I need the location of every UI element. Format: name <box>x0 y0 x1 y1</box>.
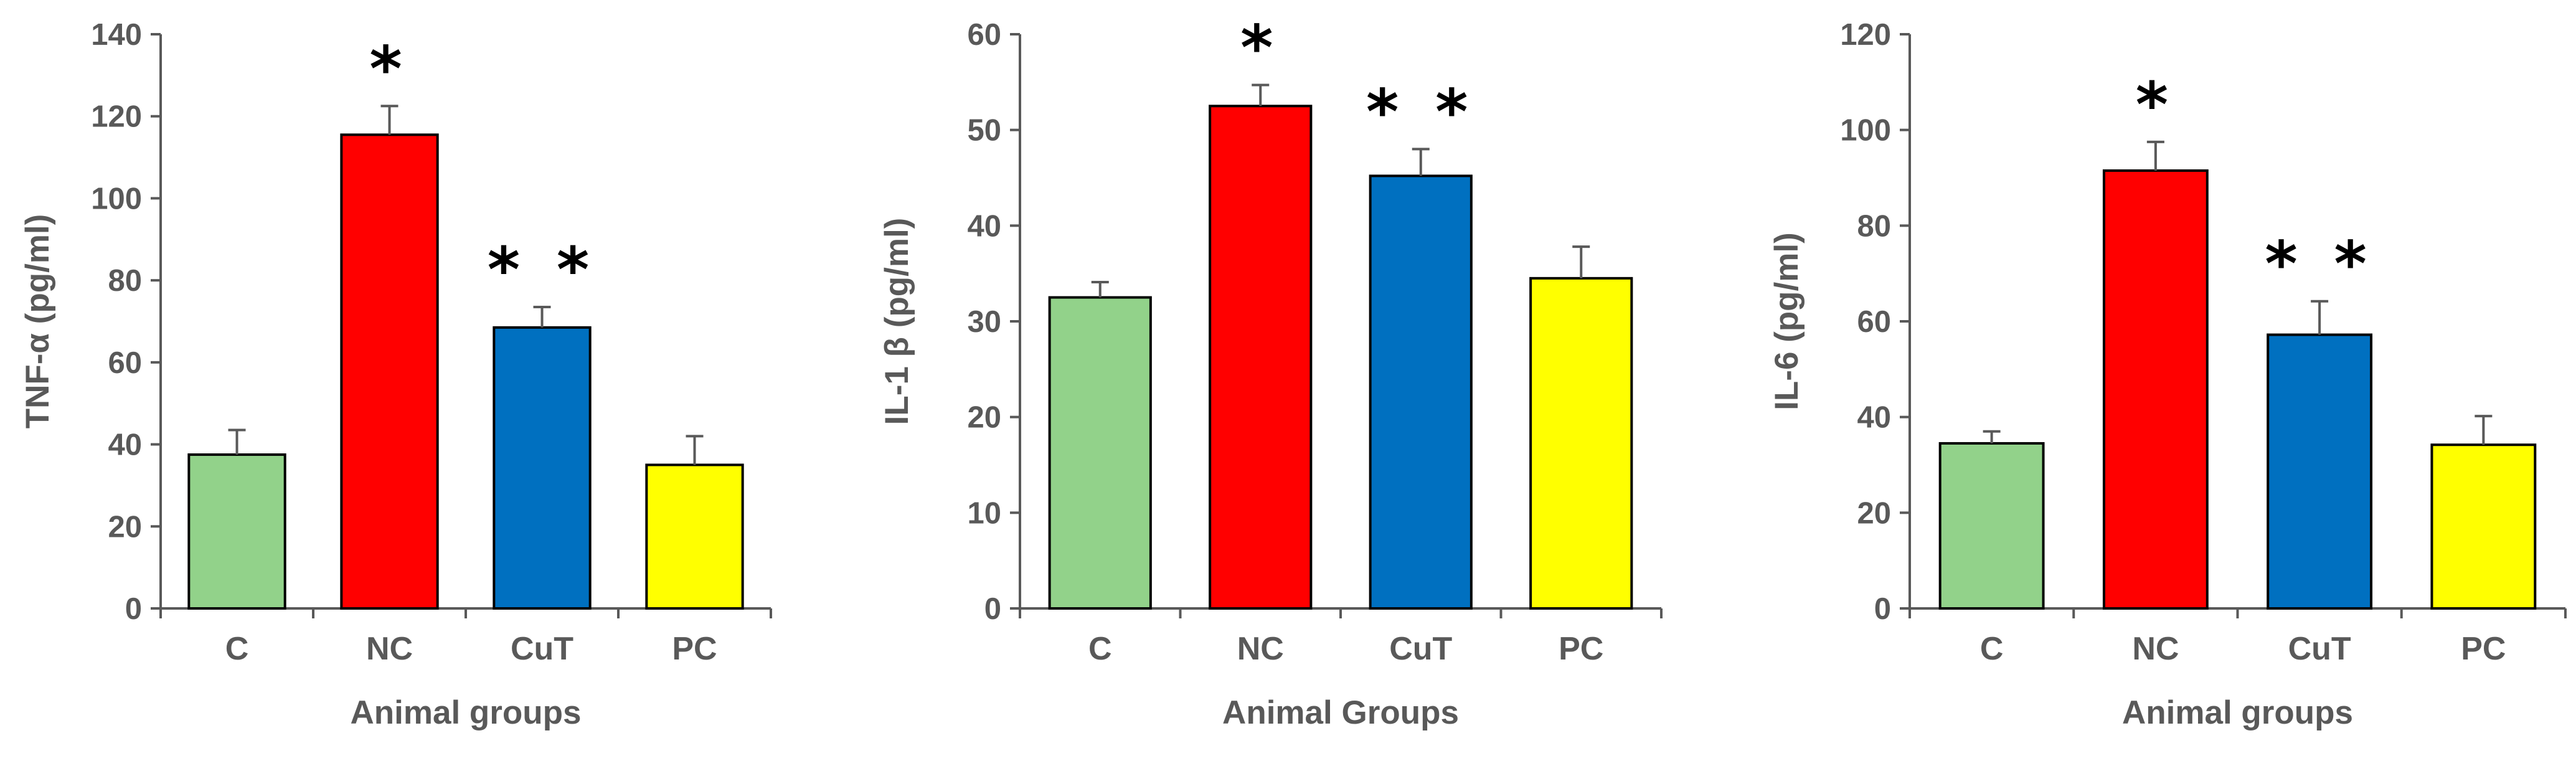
significance-marker: * <box>1240 11 1280 84</box>
bar-cut <box>493 326 592 610</box>
bar-nc <box>2102 169 2209 610</box>
bar-c <box>1938 442 2045 610</box>
y-tick-label: 60 <box>967 18 1001 52</box>
significance-marker: * * <box>2265 228 2374 301</box>
bar-c <box>187 453 286 610</box>
x-tick-label: C <box>1980 631 2004 667</box>
x-axis-title: Animal groups <box>2122 694 2353 731</box>
x-tick-label: PC <box>1559 631 1603 667</box>
chart-panel-3: 0 20 40 60 80 100 120 C * NC * * CuT PC Animal groups… <box>1768 18 2567 731</box>
bar-nc <box>1209 105 1313 610</box>
y-axis-title: TNF-α (pg/ml) <box>19 214 56 429</box>
y-tick-label: 80 <box>1857 209 1891 243</box>
y-tick-label: 80 <box>108 264 142 298</box>
y-axis-title: IL-6 (pg/ml) <box>1768 232 1805 410</box>
x-tick-label: CuT <box>1389 631 1452 667</box>
x-tick-label: C <box>1088 631 1112 667</box>
x-tick-label: NC <box>1237 631 1284 667</box>
y-tick-label: 60 <box>1857 305 1891 339</box>
y-tick-label: 0 <box>1874 592 1891 626</box>
x-tick-label: NC <box>2132 631 2179 667</box>
x-tick-label: CuT <box>2288 631 2351 667</box>
y-tick-label: 40 <box>1857 401 1891 435</box>
x-axis-title: Animal Groups <box>1222 694 1459 731</box>
y-tick-label: 50 <box>967 114 1001 148</box>
bar-nc <box>340 133 439 610</box>
chart-panel-1: 0 20 40 60 80 100 120 140 C * NC * * CuT PC Animal gro… <box>19 18 772 731</box>
x-tick-label: C <box>225 631 249 667</box>
bar-c <box>1048 296 1152 610</box>
y-tick-label: 60 <box>108 346 142 380</box>
x-axis-title: Animal groups <box>350 694 581 731</box>
y-tick-label: 20 <box>967 401 1001 435</box>
y-tick-label: 20 <box>108 510 142 544</box>
y-tick-label: 10 <box>967 496 1001 530</box>
significance-marker: * <box>2136 69 2176 141</box>
x-tick-label: CuT <box>511 631 573 667</box>
y-tick-label: 20 <box>1857 496 1891 530</box>
x-tick-label: NC <box>366 631 413 667</box>
y-tick-label: 120 <box>91 100 142 134</box>
x-tick-label: PC <box>2461 631 2506 667</box>
chart-panel-2: 0 10 20 30 40 50 60 C * NC * * CuT PC Animal Groups IL… <box>879 11 1663 731</box>
y-axis-title: IL-1 β (pg/ml) <box>879 218 915 425</box>
y-tick-label: 0 <box>984 592 1001 626</box>
bar-cut <box>1369 174 1473 610</box>
y-tick-label: 0 <box>125 592 142 626</box>
bar-pc <box>645 463 744 610</box>
significance-marker: * <box>369 32 409 105</box>
significance-marker: * * <box>1366 75 1475 148</box>
y-tick-label: 100 <box>91 182 142 215</box>
y-tick-label: 100 <box>1840 114 1891 148</box>
y-tick-label: 140 <box>91 18 142 52</box>
bar-cut <box>2267 333 2373 610</box>
y-tick-label: 120 <box>1840 18 1891 52</box>
bar-pc <box>2430 443 2537 610</box>
significance-marker: * * <box>488 234 597 306</box>
x-tick-label: PC <box>672 631 717 667</box>
y-tick-label: 30 <box>967 305 1001 339</box>
y-tick-label: 40 <box>108 428 142 462</box>
bar-pc <box>1529 277 1633 610</box>
y-tick-label: 40 <box>967 209 1001 243</box>
